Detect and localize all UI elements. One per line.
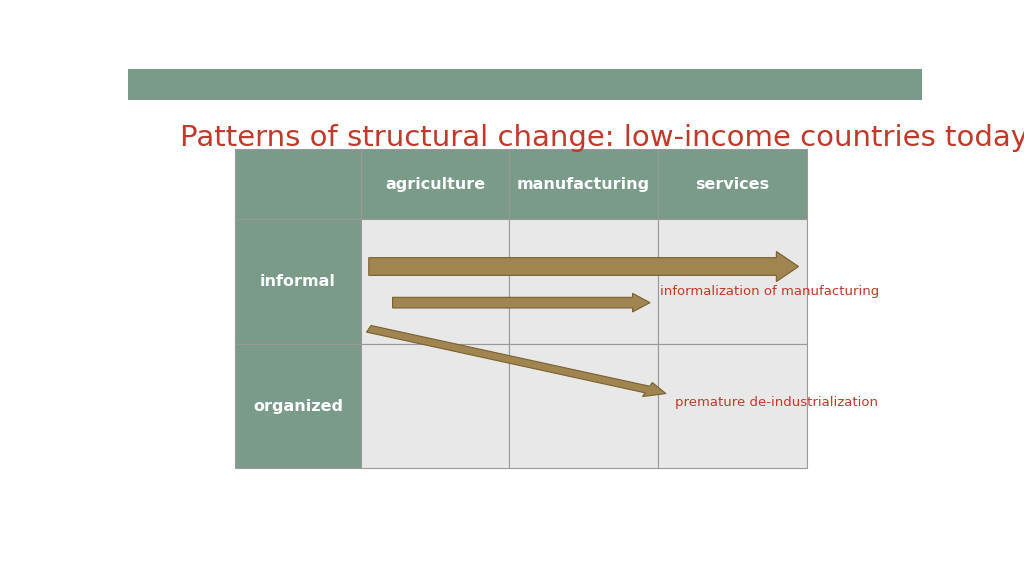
Bar (236, 219, 360, 344)
Bar (658, 149, 807, 219)
Text: agriculture: agriculture (385, 177, 485, 192)
Bar (509, 219, 658, 344)
Bar (128, 69, 922, 100)
Text: manufacturing: manufacturing (517, 177, 650, 192)
Text: informalization of manufacturing: informalization of manufacturing (659, 285, 879, 298)
FancyArrow shape (367, 325, 666, 396)
Bar (509, 344, 658, 468)
Text: Patterns of structural change: low-income countries today: Patterns of structural change: low-incom… (179, 124, 1024, 152)
Bar (658, 344, 807, 468)
Bar (236, 149, 360, 219)
Bar (236, 344, 360, 468)
Bar (658, 219, 807, 344)
Text: premature de-industrialization: premature de-industrialization (676, 396, 879, 409)
Text: informal: informal (260, 274, 336, 289)
Bar (509, 149, 658, 219)
FancyArrow shape (369, 252, 799, 282)
Bar (360, 219, 509, 344)
Bar (360, 149, 509, 219)
Bar (360, 344, 509, 468)
Text: services: services (695, 177, 769, 192)
Text: organized: organized (253, 399, 343, 414)
FancyArrow shape (392, 293, 650, 312)
